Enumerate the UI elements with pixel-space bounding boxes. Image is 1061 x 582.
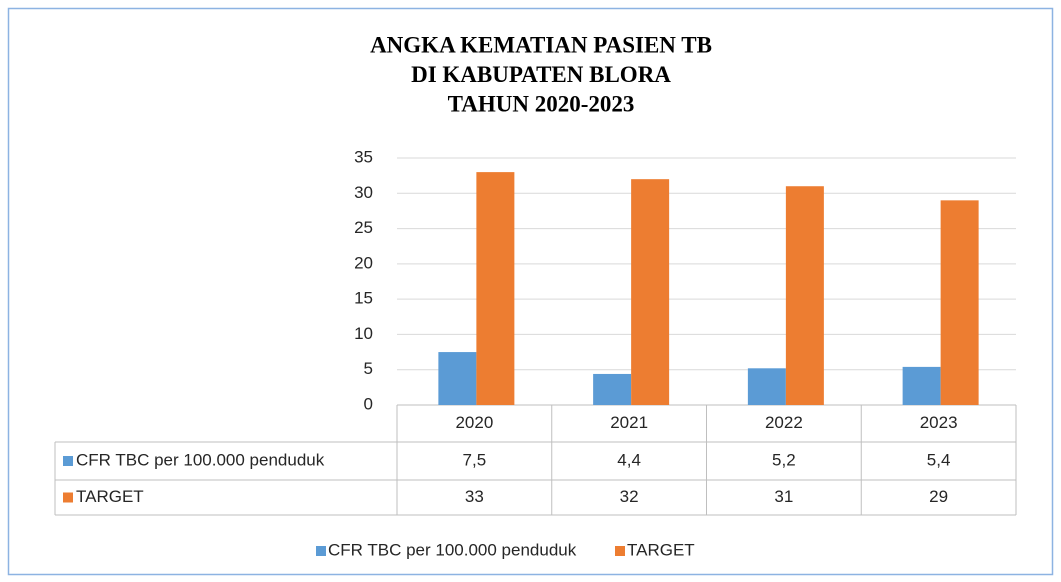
- x-tick-label: 2021: [610, 413, 648, 432]
- table-cell: 7,5: [463, 450, 487, 469]
- y-tick-label: 10: [354, 324, 373, 343]
- x-tick-label: 2022: [765, 413, 803, 432]
- x-tick-label: 2023: [920, 413, 958, 432]
- y-tick-label: 15: [354, 289, 373, 308]
- legend-label: CFR TBC per 100.000 penduduk: [328, 540, 577, 559]
- bar: [631, 179, 670, 405]
- bar: [747, 368, 786, 405]
- y-tick-label: 25: [354, 218, 373, 237]
- bar: [902, 366, 941, 405]
- table-row-header: CFR TBC per 100.000 penduduk: [76, 450, 325, 469]
- bar: [785, 186, 824, 405]
- table-cell: 32: [620, 487, 639, 506]
- chart-title: TAHUN 2020-2023: [448, 91, 635, 116]
- legend-key: [615, 546, 625, 556]
- y-tick-label: 0: [364, 394, 373, 413]
- chart-title: ANGKA KEMATIAN PASIEN TB: [370, 32, 712, 57]
- table-cell: 33: [465, 487, 484, 506]
- bar: [593, 373, 632, 405]
- y-tick-label: 20: [354, 253, 373, 272]
- table-cell: 5,4: [927, 450, 951, 469]
- y-tick-label: 30: [354, 183, 373, 202]
- bar: [476, 172, 515, 405]
- legend-key: [63, 456, 73, 466]
- table-cell: 29: [929, 487, 948, 506]
- y-tick-label: 5: [364, 359, 373, 378]
- x-tick-label: 2020: [455, 413, 493, 432]
- table-cell: 5,2: [772, 450, 796, 469]
- bar: [940, 200, 979, 405]
- table-cell: 31: [774, 487, 793, 506]
- legend-key: [63, 492, 73, 503]
- table-row-header: TARGET: [76, 487, 144, 506]
- table-cell: 4,4: [617, 450, 641, 469]
- legend-key: [316, 546, 326, 556]
- legend-label: TARGET: [627, 540, 695, 559]
- chart-title: DI KABUPATEN BLORA: [411, 62, 671, 87]
- y-tick-label: 35: [354, 147, 373, 166]
- bar: [438, 352, 477, 405]
